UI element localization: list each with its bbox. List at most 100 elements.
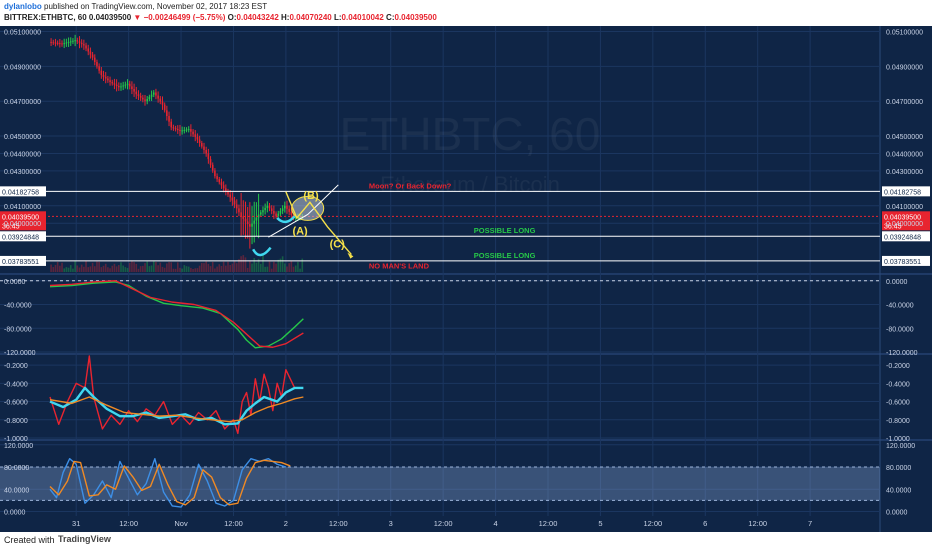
volume-bar [214, 268, 216, 272]
wave-label: (C) [330, 239, 346, 251]
last-price-label-right: 0.04039500 [884, 214, 921, 221]
low-value: 0.04010042 [341, 13, 384, 22]
candle-body [235, 204, 238, 209]
volume-bar [174, 268, 177, 272]
candle-body [203, 146, 205, 150]
candle-body [277, 213, 280, 217]
candle-body [238, 208, 240, 213]
stochastic-series-1 [49, 457, 287, 508]
volume-bar [89, 266, 92, 272]
candle-body [80, 42, 83, 45]
oscillator-series-2 [49, 386, 304, 426]
chart-canvas[interactable]: ETHBTC, 60 Ethereum / Bitcoin 0.04182758… [0, 26, 932, 532]
volume-bar [152, 261, 155, 272]
candle-body [124, 84, 127, 86]
change-value: −0.00246499 (−5.75%) [143, 13, 226, 22]
volume-bar [155, 262, 157, 272]
volume-bar [262, 255, 264, 272]
candle-body [229, 194, 231, 198]
candle-body [242, 216, 245, 219]
candle-body [240, 212, 242, 217]
tradingview-logo[interactable]: TradingView [58, 534, 111, 544]
volume-bar [292, 266, 295, 272]
volume-bar [144, 263, 146, 272]
y-tick-label-left: -120.0000 [4, 350, 36, 357]
volume-bar [181, 268, 183, 272]
candle-body [281, 208, 284, 211]
candle-body [205, 150, 207, 154]
wave-label: (A) [292, 226, 308, 238]
volume-bar [93, 266, 96, 272]
candle-body [146, 99, 148, 102]
volume-bar [163, 267, 166, 272]
x-tick-label: 12:00 [643, 519, 662, 528]
volume-bar [146, 261, 148, 272]
volume-bar [63, 268, 65, 272]
volume-bar [120, 262, 122, 272]
y-tick-label-left: -1.0000 [4, 436, 28, 443]
candle-body [126, 83, 129, 85]
volume-bar [107, 267, 109, 272]
volume-bar [83, 266, 85, 272]
volume-bar [281, 256, 284, 272]
volume-bar [78, 267, 81, 272]
high-value: 0.04070240 [289, 13, 332, 22]
level-tag-right-box [882, 231, 930, 242]
volume-bar [275, 263, 277, 272]
candle-body [288, 208, 290, 212]
candle-body [201, 143, 203, 147]
volume-bar [288, 263, 290, 272]
x-tick-label: 3 [389, 519, 393, 528]
annotation-label: NO MAN'S LAND [369, 262, 430, 271]
candle-body [251, 223, 253, 227]
y-tick-label-left: 0.04700000 [4, 99, 41, 106]
volume-bar [266, 266, 269, 272]
volume-bar [150, 265, 153, 272]
level-tag-left: 0.03783551 [2, 259, 39, 266]
candle-body [163, 104, 166, 111]
low-label: L: [333, 13, 342, 22]
candle-body [107, 78, 109, 81]
countdown-left: 36:45 [2, 223, 20, 230]
candle-body [192, 131, 194, 135]
candle-body [89, 51, 92, 55]
volume-bar [74, 261, 76, 272]
candle-body [56, 42, 59, 44]
y-tick-label-left: -0.4000 [4, 381, 28, 388]
volume-bar [198, 265, 201, 272]
volume-bar [187, 266, 190, 272]
countdown-right: 36:45 [884, 223, 902, 230]
candle-body [72, 40, 74, 42]
volume-bar [268, 261, 271, 272]
candle-body [211, 164, 214, 171]
candle-body [139, 95, 142, 98]
y-tick-label-left: -0.8000 [4, 418, 28, 425]
candle-body [166, 110, 168, 117]
volume-bar [113, 263, 116, 272]
publisher-line: dylanlobo published on TradingView.com, … [4, 2, 267, 11]
candle-body [65, 42, 68, 44]
macd-series-2 [49, 280, 304, 348]
author-link[interactable]: dylanlobo [4, 2, 42, 11]
y-tick-label-right: -80.0000 [886, 326, 914, 333]
candle-body [290, 211, 293, 215]
volume-bar [255, 262, 258, 272]
candle-body [179, 129, 181, 131]
level-tag-right-box [882, 255, 930, 266]
candle-body [286, 205, 288, 209]
bottom-curve [252, 246, 272, 257]
x-tick-label: 31 [72, 519, 80, 528]
volume-bar [124, 267, 127, 272]
candle-body [74, 40, 76, 42]
volume-bar [286, 266, 288, 272]
volume-bar [297, 261, 299, 272]
volume-bar [176, 262, 179, 272]
x-tick-label: Nov [174, 519, 188, 528]
chart-area[interactable]: ETHBTC, 60 Ethereum / Bitcoin 0.04182758… [0, 26, 932, 532]
candle-body [275, 213, 277, 217]
volume-bar [135, 263, 138, 272]
candle-body [63, 43, 65, 45]
volume-bar [69, 265, 72, 272]
volume-bar [172, 268, 175, 272]
volume-bar [190, 267, 192, 272]
